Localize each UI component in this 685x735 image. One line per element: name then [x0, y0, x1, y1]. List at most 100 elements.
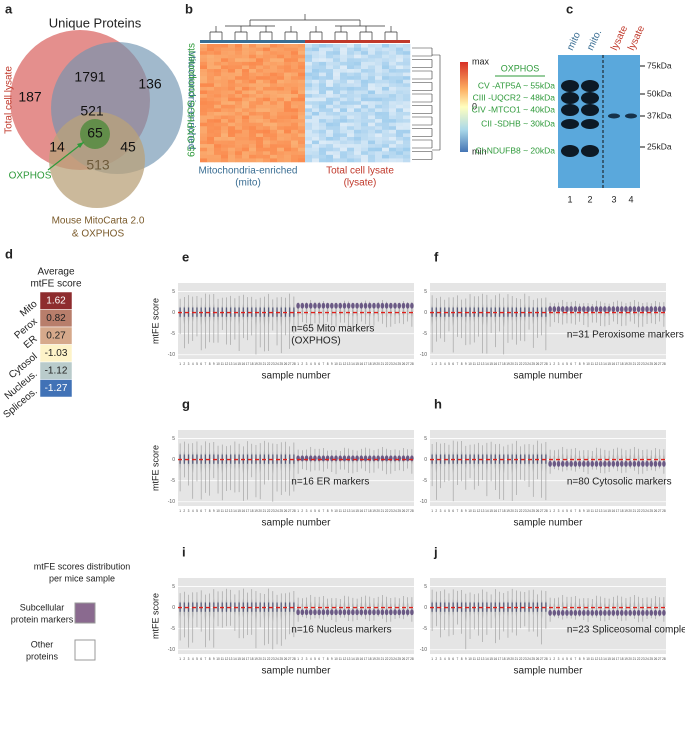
- heat-cell: [221, 126, 229, 131]
- marker-violin: [590, 306, 595, 313]
- heat-cell: [242, 115, 250, 120]
- marker-violin: [582, 609, 586, 616]
- heat-cell: [319, 133, 327, 138]
- heat-cell: [340, 61, 348, 66]
- violin: [654, 600, 657, 613]
- marker-violin: [556, 609, 561, 616]
- heat-cell: [347, 69, 355, 73]
- x-tick-label: 14: [485, 362, 489, 366]
- heat-cell: [214, 151, 222, 156]
- heat-cell: [382, 90, 390, 95]
- heat-cell: [277, 61, 285, 66]
- heat-cell: [319, 97, 327, 102]
- heat-cell: [284, 136, 292, 141]
- heat-cell: [354, 101, 362, 106]
- x-tick-label: 1: [179, 657, 181, 661]
- x-tick-label: 7: [323, 657, 325, 661]
- heat-cell: [403, 140, 411, 145]
- heat-cell: [312, 147, 320, 152]
- heat-cell: [207, 44, 215, 48]
- marker-violin: [342, 302, 347, 309]
- lane-label: mito: [565, 30, 583, 52]
- x-tick-label: 20: [376, 657, 380, 661]
- heat-cell: [396, 44, 404, 48]
- heat-cell: [291, 72, 299, 77]
- heat-cell: [242, 136, 250, 141]
- heat-cell: [347, 97, 355, 102]
- heat-cell: [382, 69, 390, 73]
- x-tick-label: 23: [271, 657, 275, 661]
- heat-cell: [277, 104, 285, 109]
- heat-cell: [214, 90, 222, 95]
- x-tick-label: 14: [485, 657, 489, 661]
- x-tick-label: 14: [485, 509, 489, 513]
- marker-violin: [380, 302, 385, 309]
- heat-cell: [347, 147, 355, 152]
- x-tick-label: 13: [481, 362, 485, 366]
- heat-cell: [291, 76, 299, 81]
- x-tick-label: 20: [258, 509, 262, 513]
- heat-cell: [382, 79, 390, 84]
- heat-cell: [361, 122, 369, 127]
- x-tick-label: 17: [498, 657, 502, 661]
- marker-violin: [590, 460, 595, 467]
- heat-cell: [228, 94, 236, 98]
- heat-cell: [326, 154, 334, 159]
- x-tick-label: 26: [284, 509, 288, 513]
- venn-count: 65: [87, 125, 103, 141]
- marker-violin: [330, 609, 334, 616]
- x-tick-label: 17: [246, 509, 250, 513]
- heat-cell: [396, 133, 404, 138]
- heat-cell: [228, 154, 236, 159]
- heat-cell: [375, 51, 383, 56]
- row-label: 65 OXPHOS components: [187, 43, 198, 157]
- heat-cell: [347, 58, 355, 63]
- heat-cell: [200, 47, 208, 52]
- x-tick-label: 13: [229, 509, 233, 513]
- y-tick-label: 5: [172, 436, 175, 442]
- marker-violin: [300, 302, 305, 309]
- heat-cell: [305, 147, 313, 152]
- y-tick-label: -5: [423, 478, 428, 484]
- heat-cell: [382, 133, 390, 138]
- heat-cell: [347, 79, 355, 84]
- x-tick-label: 14: [233, 362, 237, 366]
- heat-cell: [221, 133, 229, 138]
- x-tick-label: 6: [318, 657, 320, 661]
- marker-violin: [405, 455, 410, 462]
- heat-cell: [305, 101, 313, 106]
- venn-count: 1791: [74, 69, 105, 85]
- heat-cell: [305, 76, 313, 81]
- heat-cell: [277, 151, 285, 156]
- heat-cell: [221, 111, 229, 116]
- x-tick-label: 20: [628, 657, 632, 661]
- heat-cell: [298, 115, 306, 120]
- heat-cell: [319, 69, 327, 73]
- panel-label: f: [434, 249, 439, 264]
- x-tick-label: 23: [523, 362, 527, 366]
- y-tick-label: 0: [424, 310, 427, 316]
- heat-cell: [396, 108, 404, 113]
- marker-violin: [556, 460, 561, 467]
- score-value: -1.27: [45, 383, 68, 394]
- marker-violin: [569, 609, 573, 616]
- heat-cell: [291, 51, 299, 56]
- heat-cell: [200, 97, 208, 102]
- heat-cell: [298, 86, 306, 91]
- group-label: Mitochondria-enriched: [199, 166, 298, 177]
- heat-cell: [249, 51, 257, 56]
- heat-cell: [263, 69, 271, 73]
- heat-cell: [361, 65, 369, 70]
- heat-cell: [326, 86, 334, 91]
- panel-label: j: [433, 544, 438, 559]
- y-axis-label: mtFE score: [150, 593, 160, 639]
- x-tick-label: 28: [544, 509, 548, 513]
- heat-cell: [235, 51, 243, 56]
- heat-cell: [319, 86, 327, 91]
- x-tick-label: 16: [612, 362, 616, 366]
- heat-cell: [228, 58, 236, 63]
- heat-cell: [291, 86, 299, 91]
- heat-cell: [270, 83, 278, 88]
- x-tick-label: 28: [410, 509, 414, 513]
- x-tick-label: 23: [271, 509, 275, 513]
